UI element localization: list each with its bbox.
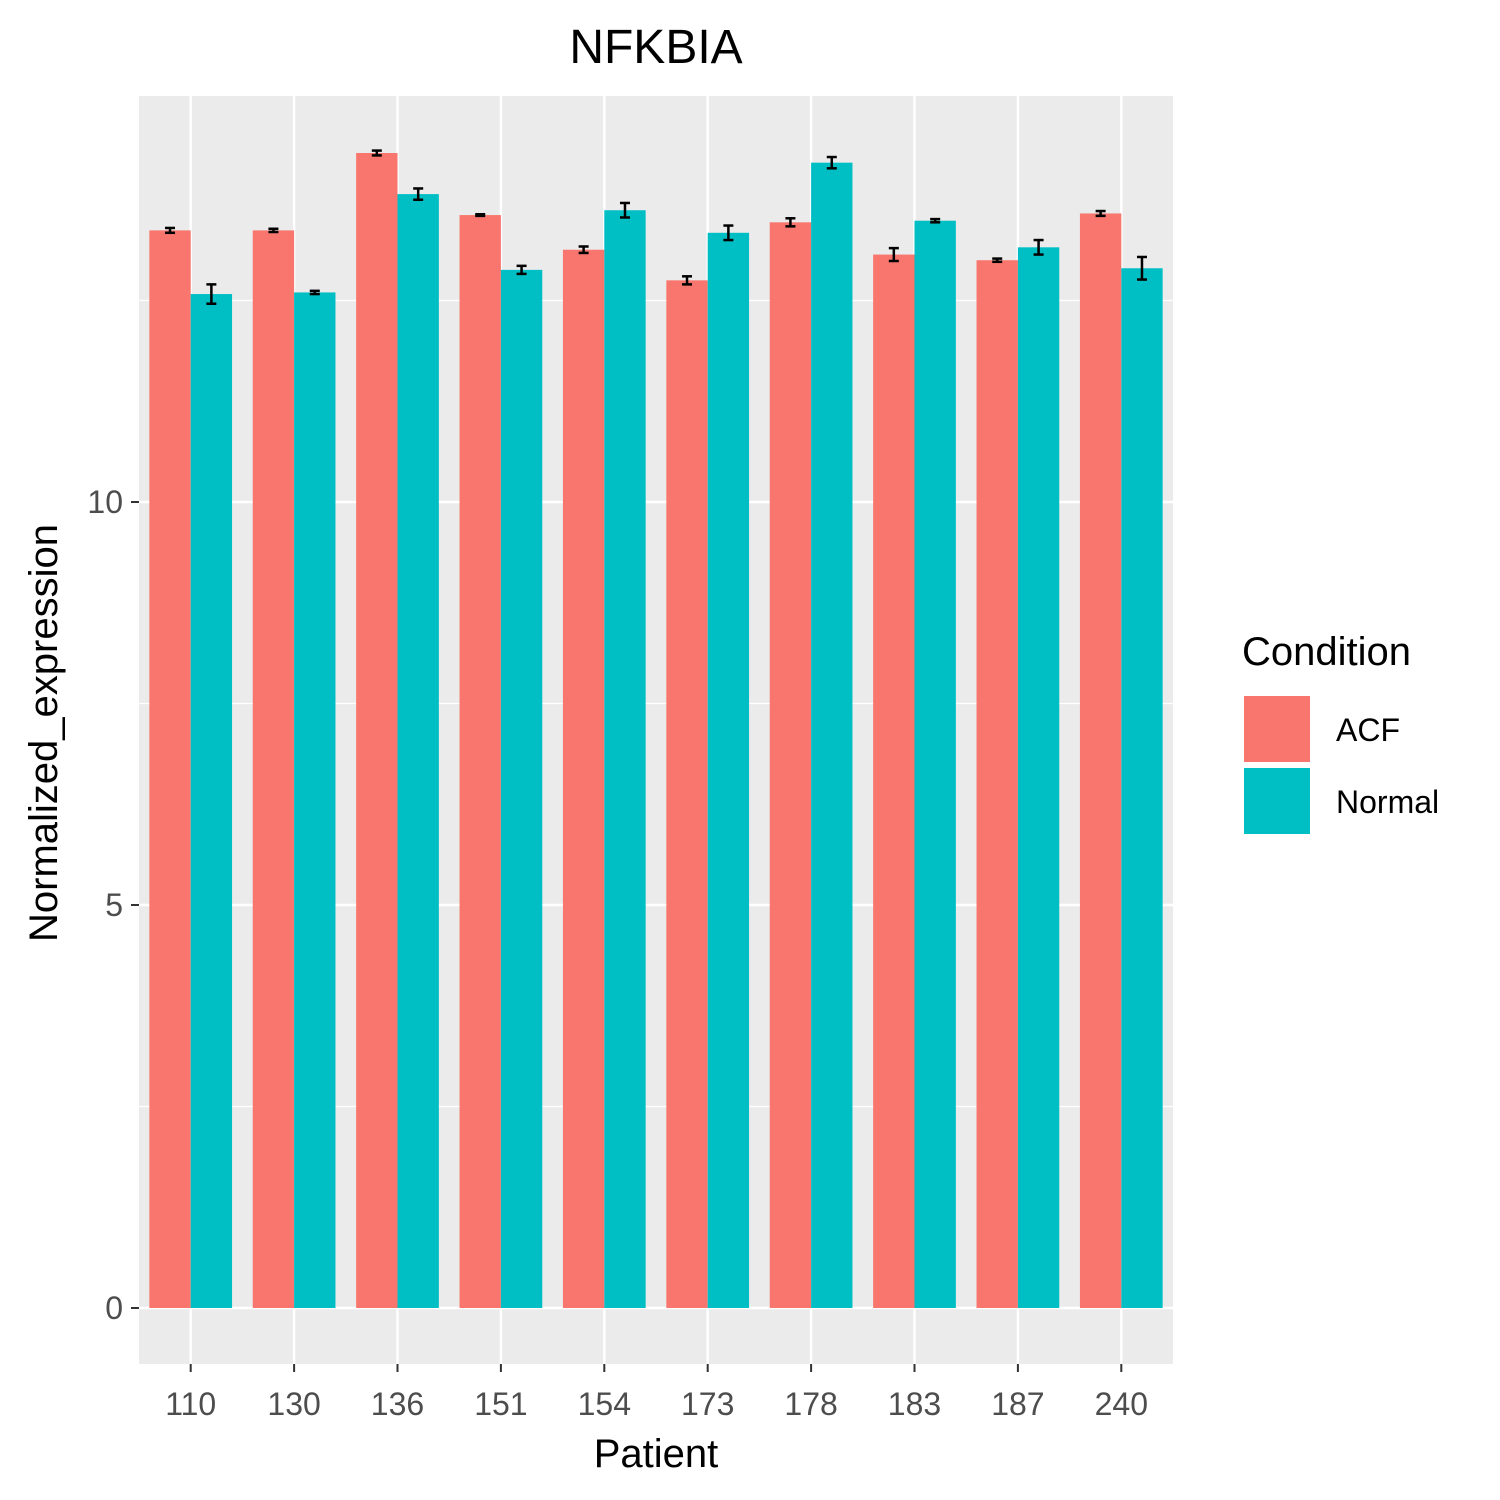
bar-normal-187[interactable] [1017,247,1060,1309]
bar-normal-183[interactable] [914,220,956,1308]
x-tick-label: 187 [991,1386,1044,1422]
bar-normal-110[interactable] [190,294,233,1308]
errorbar-acf-187 [992,257,1003,264]
y-tick-label: 10 [87,484,123,520]
y-axis-title: Normalized_expression [22,524,66,942]
x-tick-label: 110 [165,1386,216,1422]
errorbar-normal-183 [930,217,941,224]
x-tick-label: 154 [578,1386,631,1422]
errorbar-normal-187 [1033,238,1044,256]
errorbar-acf-154 [578,245,589,255]
x-tick-label: 130 [267,1386,320,1422]
errorbar-normal-173 [723,224,734,242]
errorbar-normal-151 [516,264,527,276]
y-tick-label: 0 [105,1290,123,1326]
bar-normal-173[interactable] [707,232,750,1308]
x-tick-label: 183 [888,1386,941,1422]
legend-label-normal: Normal [1336,784,1439,820]
bar-normal-130[interactable] [294,292,336,1308]
errorbar-normal-178 [826,155,837,170]
y-tick-label: 5 [105,887,123,923]
x-tick-label: 178 [784,1386,837,1422]
legend: Condition ACF Normal [1242,630,1439,836]
errorbars-layer [165,149,1147,305]
errorbar-acf-240 [1095,209,1106,218]
errorbar-normal-154 [619,201,630,219]
bar-acf-136[interactable] [356,153,398,1309]
chart-title: NFKBIA [569,21,742,74]
bar-normal-240[interactable] [1121,268,1163,1308]
errorbar-acf-110 [165,226,176,235]
x-tick-label: 151 [474,1386,527,1422]
legend-key-normal [1242,766,1312,836]
errorbar-normal-110 [206,283,217,305]
errorbar-acf-130 [268,227,279,234]
bar-acf-151[interactable] [459,215,501,1309]
legend-label-acf: ACF [1336,712,1400,748]
bar-acf-183[interactable] [873,254,915,1309]
errorbar-normal-130 [309,289,320,296]
x-tick-label: 136 [371,1386,424,1422]
bar-normal-136[interactable] [397,194,439,1308]
x-axis-ticks: 110 130 136 151 154 173 178 183 187 240 [165,1364,1148,1422]
errorbar-normal-240 [1136,255,1147,281]
errorbar-acf-151 [475,213,486,218]
bar-acf-110[interactable] [149,230,191,1308]
legend-title: Condition [1242,630,1411,674]
bar-normal-178[interactable] [811,162,853,1309]
x-axis-title: Patient [594,1432,719,1476]
errorbar-acf-136 [371,149,382,157]
bar-acf-187[interactable] [976,260,1018,1309]
bar-acf-130[interactable] [252,230,295,1308]
bars-layer [149,153,1163,1309]
bar-normal-151[interactable] [500,269,543,1308]
legend-key-acf [1242,694,1312,764]
x-tick-label: 240 [1095,1386,1148,1422]
bar-normal-154[interactable] [604,210,646,1308]
errorbar-acf-173 [682,275,693,286]
bar-acf-154[interactable] [562,249,605,1308]
y-axis-ticks: 0 5 10 [87,484,139,1326]
bar-acf-240[interactable] [1079,213,1122,1308]
errorbar-acf-183 [888,246,899,263]
x-tick-label: 173 [681,1386,734,1422]
errorbar-normal-136 [413,187,424,201]
bar-acf-173[interactable] [666,280,708,1309]
bar-acf-178[interactable] [769,222,812,1308]
errorbar-acf-178 [785,217,796,228]
